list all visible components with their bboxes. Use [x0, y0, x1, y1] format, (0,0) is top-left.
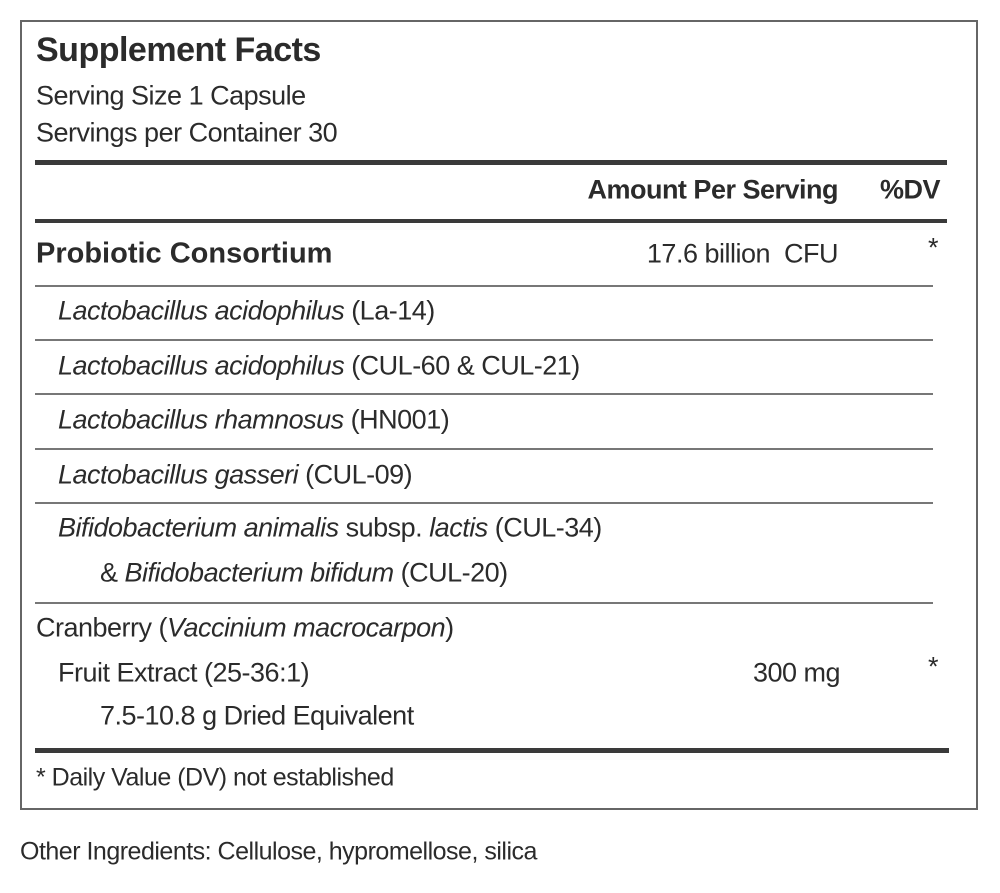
ingredient-line: Fruit Extract (25-36:1) — [58, 657, 310, 688]
text-part: (La-14) — [344, 295, 435, 326]
servings-per-container: Servings per Container 30 — [36, 117, 338, 148]
text-part: & — [100, 557, 125, 588]
other-ingredients: Other Ingredients: Cellulose, hypromello… — [20, 837, 537, 866]
ingredient-line: Bifidobacterium animalis subsp. lactis (… — [58, 512, 603, 543]
text-part: (CUL-60 & CUL-21) — [344, 350, 580, 381]
thick-rule — [35, 748, 949, 753]
text-part: lactis — [429, 512, 488, 543]
text-part: (CUL-09) — [298, 459, 413, 490]
text-part: (CUL-34) — [487, 512, 603, 543]
amount: 300 mg — [752, 657, 841, 688]
text-part: Probiotic Consortium — [36, 237, 333, 270]
ingredient-line: Lactobacillus gasseri (CUL-09) — [58, 459, 413, 490]
row-divider — [35, 285, 933, 287]
text-part: Lactobacillus acidophilus — [58, 295, 345, 326]
text-part: Lactobacillus acidophilus — [58, 350, 345, 381]
row-divider — [35, 393, 933, 395]
text-part: subsp. — [338, 512, 430, 543]
ingredient-line: Lactobacillus acidophilus (La-14) — [58, 295, 435, 326]
row-divider — [35, 448, 933, 450]
facts-box — [20, 20, 978, 810]
text-part: 7.5-10.8 g Dried Equivalent — [100, 700, 414, 731]
ingredient-line: Probiotic Consortium — [36, 237, 333, 270]
ingredient-line: Cranberry (Vaccinium macrocarpon) — [36, 612, 454, 643]
ingredient-line: & Bifidobacterium bifidum (CUL-20) — [100, 557, 509, 588]
text-part: (HN001) — [343, 404, 450, 435]
text-part: ) — [445, 612, 454, 643]
ingredient-line: Lactobacillus rhamnosus (HN001) — [58, 404, 450, 435]
ingredient-line: Lactobacillus acidophilus (CUL-60 & CUL-… — [58, 350, 580, 381]
text-part: Lactobacillus gasseri — [58, 459, 299, 490]
ingredient-line: 7.5-10.8 g Dried Equivalent — [100, 700, 414, 731]
row-divider — [35, 339, 933, 341]
footnote: * Daily Value (DV) not established — [36, 763, 394, 792]
amount: 17.6 billion CFU — [646, 238, 839, 269]
serving-size: Serving Size 1 Capsule — [36, 80, 306, 111]
title: Supplement Facts — [36, 31, 321, 69]
text-part: Lactobacillus rhamnosus — [58, 404, 344, 435]
text-part: Cranberry ( — [36, 612, 168, 643]
row-divider — [35, 502, 933, 504]
dv: * — [927, 232, 939, 263]
thick-rule — [35, 219, 947, 223]
text-part: Fruit Extract (25-36:1) — [58, 657, 310, 688]
dv-header: %DV — [879, 174, 941, 205]
amount-header: Amount Per Serving — [587, 174, 838, 205]
dv: * — [927, 651, 939, 682]
text-part: Bifidobacterium bifidum — [124, 557, 395, 588]
text-part: Vaccinium macrocarpon — [167, 612, 446, 643]
text-part: Bifidobacterium animalis — [58, 512, 339, 543]
thick-rule — [35, 160, 947, 165]
text-part: (CUL-20) — [393, 557, 509, 588]
row-divider — [35, 602, 933, 604]
